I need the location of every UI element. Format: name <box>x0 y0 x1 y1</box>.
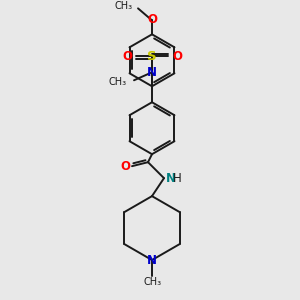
Text: O: O <box>172 50 182 63</box>
Text: CH₃: CH₃ <box>144 277 162 287</box>
Text: CH₃: CH₃ <box>109 77 127 87</box>
Text: O: O <box>120 160 130 173</box>
Text: O: O <box>122 50 132 63</box>
Text: S: S <box>147 50 157 63</box>
Text: CH₃: CH₃ <box>115 2 133 11</box>
Text: H: H <box>173 172 182 185</box>
Text: N: N <box>147 254 157 267</box>
Text: N: N <box>166 172 176 185</box>
Text: N: N <box>147 66 157 79</box>
Text: O: O <box>147 13 157 26</box>
